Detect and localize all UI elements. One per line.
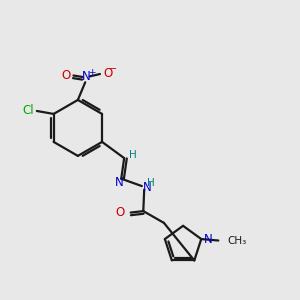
Text: N: N bbox=[204, 233, 212, 246]
Text: Cl: Cl bbox=[22, 103, 34, 117]
Text: H: H bbox=[147, 178, 155, 188]
Text: N: N bbox=[143, 181, 152, 194]
Text: N: N bbox=[115, 176, 123, 189]
Text: O: O bbox=[115, 206, 124, 219]
Text: CH₃: CH₃ bbox=[227, 236, 246, 245]
Text: N: N bbox=[82, 70, 91, 83]
Text: +: + bbox=[88, 68, 95, 77]
Text: −: − bbox=[109, 64, 117, 74]
Text: O: O bbox=[62, 69, 71, 82]
Text: O: O bbox=[103, 67, 112, 80]
Text: H: H bbox=[130, 150, 137, 160]
